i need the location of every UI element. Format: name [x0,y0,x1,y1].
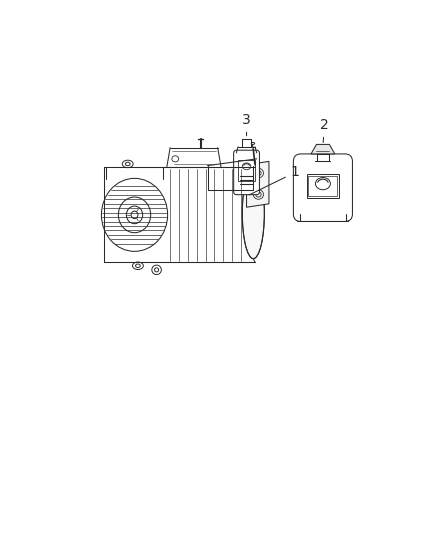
Bar [308,175,337,197]
Text: 1: 1 [249,165,300,195]
Polygon shape [247,161,269,207]
Bar [307,174,339,198]
Bar [238,160,255,181]
FancyBboxPatch shape [233,150,259,195]
Text: 2: 2 [320,118,329,142]
Ellipse shape [242,168,265,259]
Text: 3: 3 [242,112,251,136]
FancyBboxPatch shape [293,154,353,222]
Polygon shape [311,144,335,154]
